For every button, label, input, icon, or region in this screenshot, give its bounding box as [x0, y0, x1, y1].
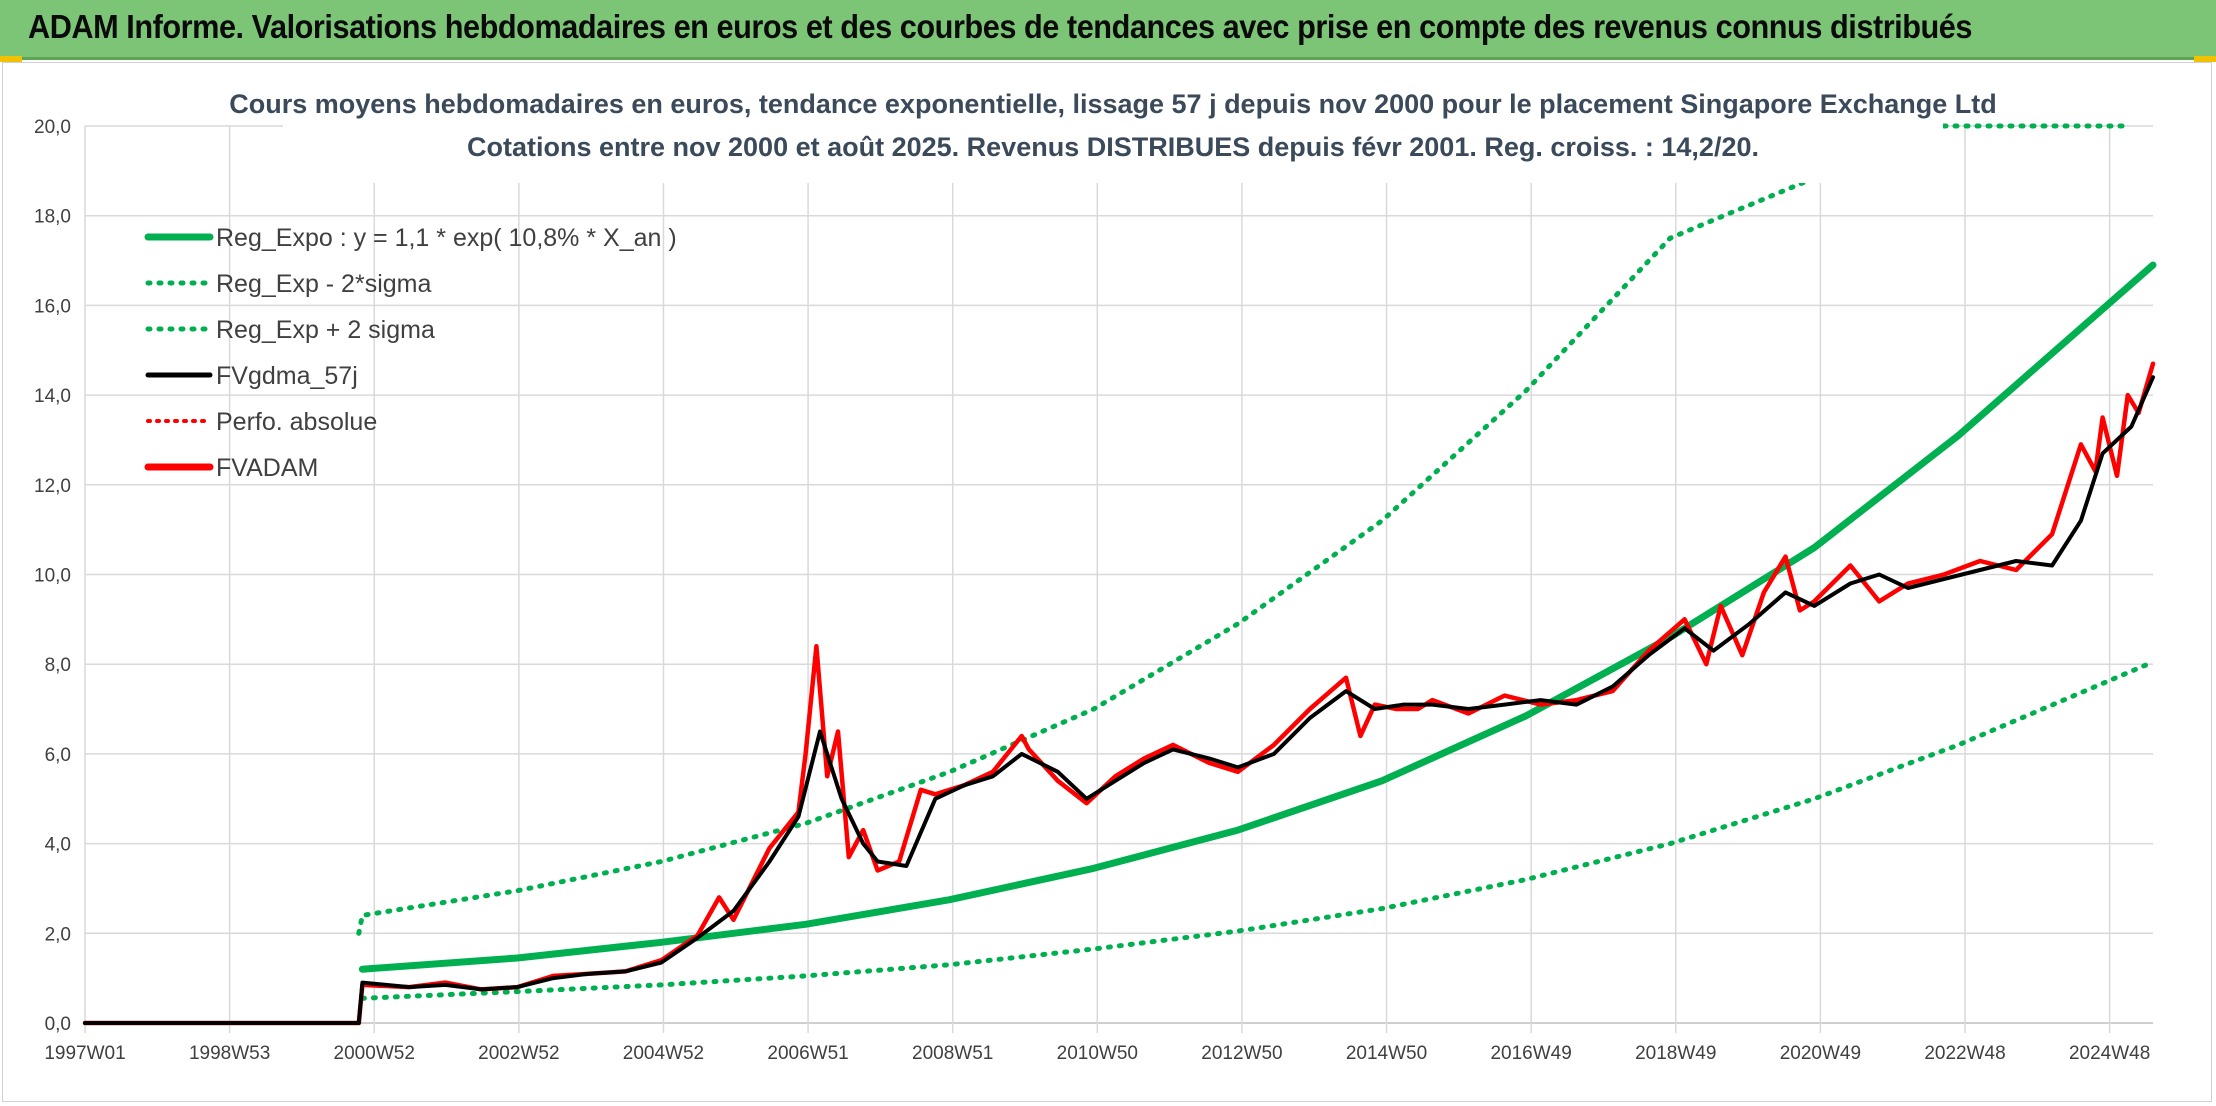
- corner-accent-right: [2194, 56, 2216, 62]
- x-tick-label: 2014W50: [1346, 1043, 1427, 1064]
- page-title: ADAM Informe. Valorisations hebdomadaire…: [28, 8, 1973, 45]
- x-tick-label: 2010W50: [1057, 1043, 1138, 1064]
- y-tick-label: 4,0: [45, 835, 71, 856]
- x-tick-label: 1997W01: [44, 1043, 125, 1064]
- series-layer: [82, 123, 2157, 1026]
- legend-label: FVADAM: [216, 454, 318, 482]
- y-tick-label: 6,0: [45, 745, 71, 766]
- legend-label: Reg_Exp - 2*sigma: [216, 270, 431, 298]
- x-tick-label: 2006W51: [767, 1043, 848, 1064]
- y-tick-label: 18,0: [34, 207, 71, 228]
- axis-layer: 0,0 2,0 4,0 6,0 8,0 10,0 12,0 14,0 16,0 18,0 20,0 1…: [34, 117, 2150, 1064]
- grid-layer: [84, 125, 2153, 1033]
- chart-subtitle: Cotations entre nov 2000 et août 2025. R…: [467, 132, 1759, 162]
- y-tick-label: 10,0: [34, 566, 71, 587]
- y-tick-label: 0,0: [45, 1014, 71, 1035]
- y-tick-label: 12,0: [34, 476, 71, 497]
- x-tick-label: 2012W50: [1201, 1043, 1282, 1064]
- corner-accent-left: [0, 56, 22, 62]
- x-tick-label: 2008W51: [912, 1043, 993, 1064]
- y-tick-label: 14,0: [34, 386, 71, 407]
- series-fvadam: [82, 361, 2156, 1026]
- x-tick-label: 2004W52: [623, 1043, 704, 1064]
- y-tick-label: 2,0: [45, 924, 71, 945]
- x-tick-label: 2016W49: [1490, 1043, 1571, 1064]
- x-tick-label: 2000W52: [334, 1043, 415, 1064]
- series-fvgdma-57j: [83, 375, 2155, 1025]
- legend-label: Reg_Exp + 2 sigma: [216, 316, 435, 344]
- title-background: [283, 65, 1943, 183]
- y-tick-label: 20,0: [34, 117, 71, 138]
- legend-label: FVgdma_57j: [216, 362, 358, 390]
- x-tick-label: 2024W48: [2069, 1043, 2150, 1064]
- legend-label: Perfo. absolue: [216, 408, 377, 436]
- legend: Reg_Expo : y = 1,1 * exp( 10,8% * X_an )…: [144, 224, 677, 482]
- chart-frame: 0,0 2,0 4,0 6,0 8,0 10,0 12,0 14,0 16,0 18,0 20,0 1…: [2, 62, 2212, 1102]
- x-tick-label: 2018W49: [1635, 1043, 1716, 1064]
- series-reg-exp-minus-2sigma: [359, 659, 2156, 1001]
- legend-label: Reg_Expo : y = 1,1 * exp( 10,8% * X_an ): [216, 224, 677, 252]
- header-bar: ADAM Informe. Valorisations hebdomadaire…: [0, 0, 2216, 60]
- x-tick-label: 2002W52: [478, 1043, 559, 1064]
- x-tick-label: 2022W48: [1924, 1043, 2005, 1064]
- series-reg-expo: [358, 261, 2157, 973]
- chart: 0,0 2,0 4,0 6,0 8,0 10,0 12,0 14,0 16,0 18,0 20,0 1…: [34, 65, 2157, 1064]
- x-tick-label: 1998W53: [189, 1043, 270, 1064]
- series-reg-exp-plus-2sigma: [356, 177, 1813, 936]
- y-tick-label: 16,0: [34, 296, 71, 317]
- y-tick-label: 8,0: [45, 655, 71, 676]
- x-tick-label: 2020W49: [1780, 1043, 1861, 1064]
- chart-title: Cours moyens hebdomadaires en euros, ten…: [229, 89, 1997, 119]
